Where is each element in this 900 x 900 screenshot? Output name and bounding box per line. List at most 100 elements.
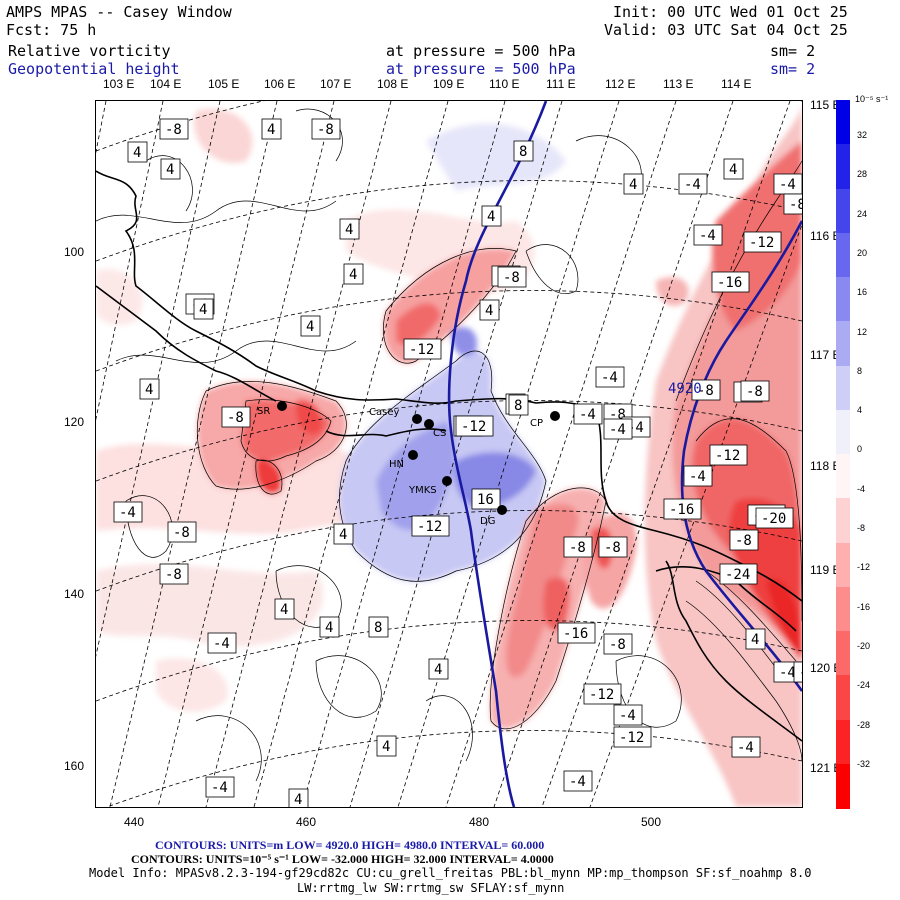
contour-label: -8 <box>165 567 182 583</box>
colorbar-label: -8 <box>857 523 866 533</box>
contour-label-box <box>455 415 494 437</box>
contour-label: -12 <box>417 519 442 535</box>
vorticity-shading <box>96 101 802 807</box>
lon-label-top: 108 E <box>377 77 409 91</box>
lon-label-top: 111 E <box>546 77 576 91</box>
x-tick-label: 440 <box>124 815 145 829</box>
contour-label: -4 <box>684 177 701 193</box>
contour-label-box <box>603 418 633 440</box>
station-marker[interactable] <box>412 414 422 424</box>
footer-vorticity-contours: CONTOURS: UNITS=10⁻⁵ s⁻¹ LOW= -32.000 HI… <box>131 852 554 866</box>
contour-label-box <box>603 633 633 655</box>
contour-label: 4 <box>294 792 302 807</box>
contour-label-box <box>563 770 593 792</box>
contour-label: 4 <box>629 177 637 193</box>
contour-label-box <box>113 501 143 523</box>
colorbar-swatch <box>836 100 850 146</box>
station-marker[interactable] <box>497 505 507 515</box>
x-tick-label: 500 <box>641 815 662 829</box>
colorbar-label: 32 <box>857 130 868 140</box>
contour-label-box <box>731 736 761 758</box>
lon-label-right: 116 E <box>810 229 841 243</box>
contour-label: 8 <box>519 144 527 160</box>
colorbar-label: 24 <box>857 208 868 219</box>
lon-label-top: 104 E <box>150 77 182 91</box>
contour-label-box <box>167 521 197 543</box>
x-tick-label: 460 <box>296 815 317 829</box>
station-marker[interactable] <box>424 419 434 429</box>
footer-model-info: Model Info: MPASv8.2.3-194-gf29cd82c CU:… <box>89 866 812 880</box>
contour-label-box <box>793 661 802 683</box>
contour-label-box <box>573 403 603 425</box>
colorbar-swatch <box>836 321 850 367</box>
contour-label: -4 <box>119 505 136 521</box>
contour-label: -4 <box>609 422 626 438</box>
contour-label: 4 <box>729 162 737 178</box>
contour-label: 4 <box>306 319 314 335</box>
lon-label-top: 109 E <box>433 77 465 91</box>
stations: SR Casey CS HN YMKS DG CP <box>257 401 560 527</box>
contour-label-box <box>159 563 189 585</box>
contour-label-box <box>598 536 628 558</box>
contour-label-box <box>343 263 364 285</box>
contour-label-box <box>139 378 160 400</box>
colorbar-label: 16 <box>857 287 868 298</box>
contour-label: 16 <box>477 492 494 508</box>
station-label: YMKS <box>408 485 437 496</box>
contour-label: -8 <box>609 637 626 653</box>
colorbar-label: -20 <box>857 640 871 651</box>
footer-height-contours: CONTOURS: UNITS=m LOW= 4920.0 HIGH= 4980… <box>155 838 545 852</box>
contour-label-box <box>508 394 529 416</box>
contour-label: -4 <box>601 370 618 386</box>
vorticity-map[interactable]: -84-8444844-44-4-8-12-4-16-84-4-84-1244-… <box>95 100 803 808</box>
contour-label: -12 <box>749 235 774 251</box>
contour-label-box <box>207 632 237 654</box>
colorbar-swatch <box>836 454 850 500</box>
colorbar-label: 4 <box>857 405 863 416</box>
station-marker[interactable] <box>550 411 560 421</box>
x-tick-label: 480 <box>469 815 490 829</box>
colorbar-swatch <box>836 144 850 190</box>
colorbar-label: 0 <box>857 444 863 455</box>
station-marker[interactable] <box>277 401 287 411</box>
contour-label: -8 <box>503 270 520 286</box>
contour-label-box <box>428 658 449 680</box>
contour-labels: -84-8444844-44-4-8-12-4-16-84-4-84-1244-… <box>113 118 802 807</box>
field2-pressure: at pressure = 500 hPa <box>386 60 576 78</box>
station-marker[interactable] <box>442 476 452 486</box>
y-tick-label: 160 <box>64 759 85 773</box>
colorbar-swatch <box>836 188 850 234</box>
lon-label-top: 103 E <box>103 77 135 91</box>
colorbar-label: 8 <box>857 365 863 376</box>
lon-label-top: 105 E <box>208 77 240 91</box>
contour-label: -4 <box>737 740 754 756</box>
forecast-hour: Fcst: 75 h <box>6 21 97 39</box>
contour-label-box <box>261 118 282 140</box>
contour-label: 4 <box>325 620 333 636</box>
contour-label: 4 <box>166 162 174 178</box>
lon-label-right: 115 E <box>810 98 841 112</box>
colorbar-label: -16 <box>857 601 871 612</box>
lon-label-top: 106 E <box>264 77 296 91</box>
graticule <box>96 101 802 807</box>
contour-label-box <box>783 193 802 215</box>
contour-label: -8 <box>227 410 244 426</box>
init-time: Init: 00 UTC Wed 01 Oct 25 <box>613 3 848 21</box>
contour-label: -8 <box>697 383 714 399</box>
lon-label-top: 114 E <box>721 77 752 91</box>
contour-label-box <box>613 726 652 748</box>
colorbar-label: -24 <box>857 680 871 691</box>
contour-label-box <box>481 205 502 227</box>
contour-label: 4 <box>145 382 153 398</box>
contour-label: 8 <box>514 398 522 414</box>
station-marker[interactable] <box>408 450 418 460</box>
station-label: Casey <box>369 407 399 418</box>
contour-label-box <box>160 158 181 180</box>
contour-label-box <box>497 266 527 288</box>
colorbar-swatch <box>836 498 850 544</box>
contour-label-box <box>623 173 644 195</box>
contour-label-box <box>711 271 750 293</box>
contour-label: -20 <box>761 511 786 527</box>
contour-label-box <box>683 465 713 487</box>
contour-label: 4 <box>485 303 493 319</box>
